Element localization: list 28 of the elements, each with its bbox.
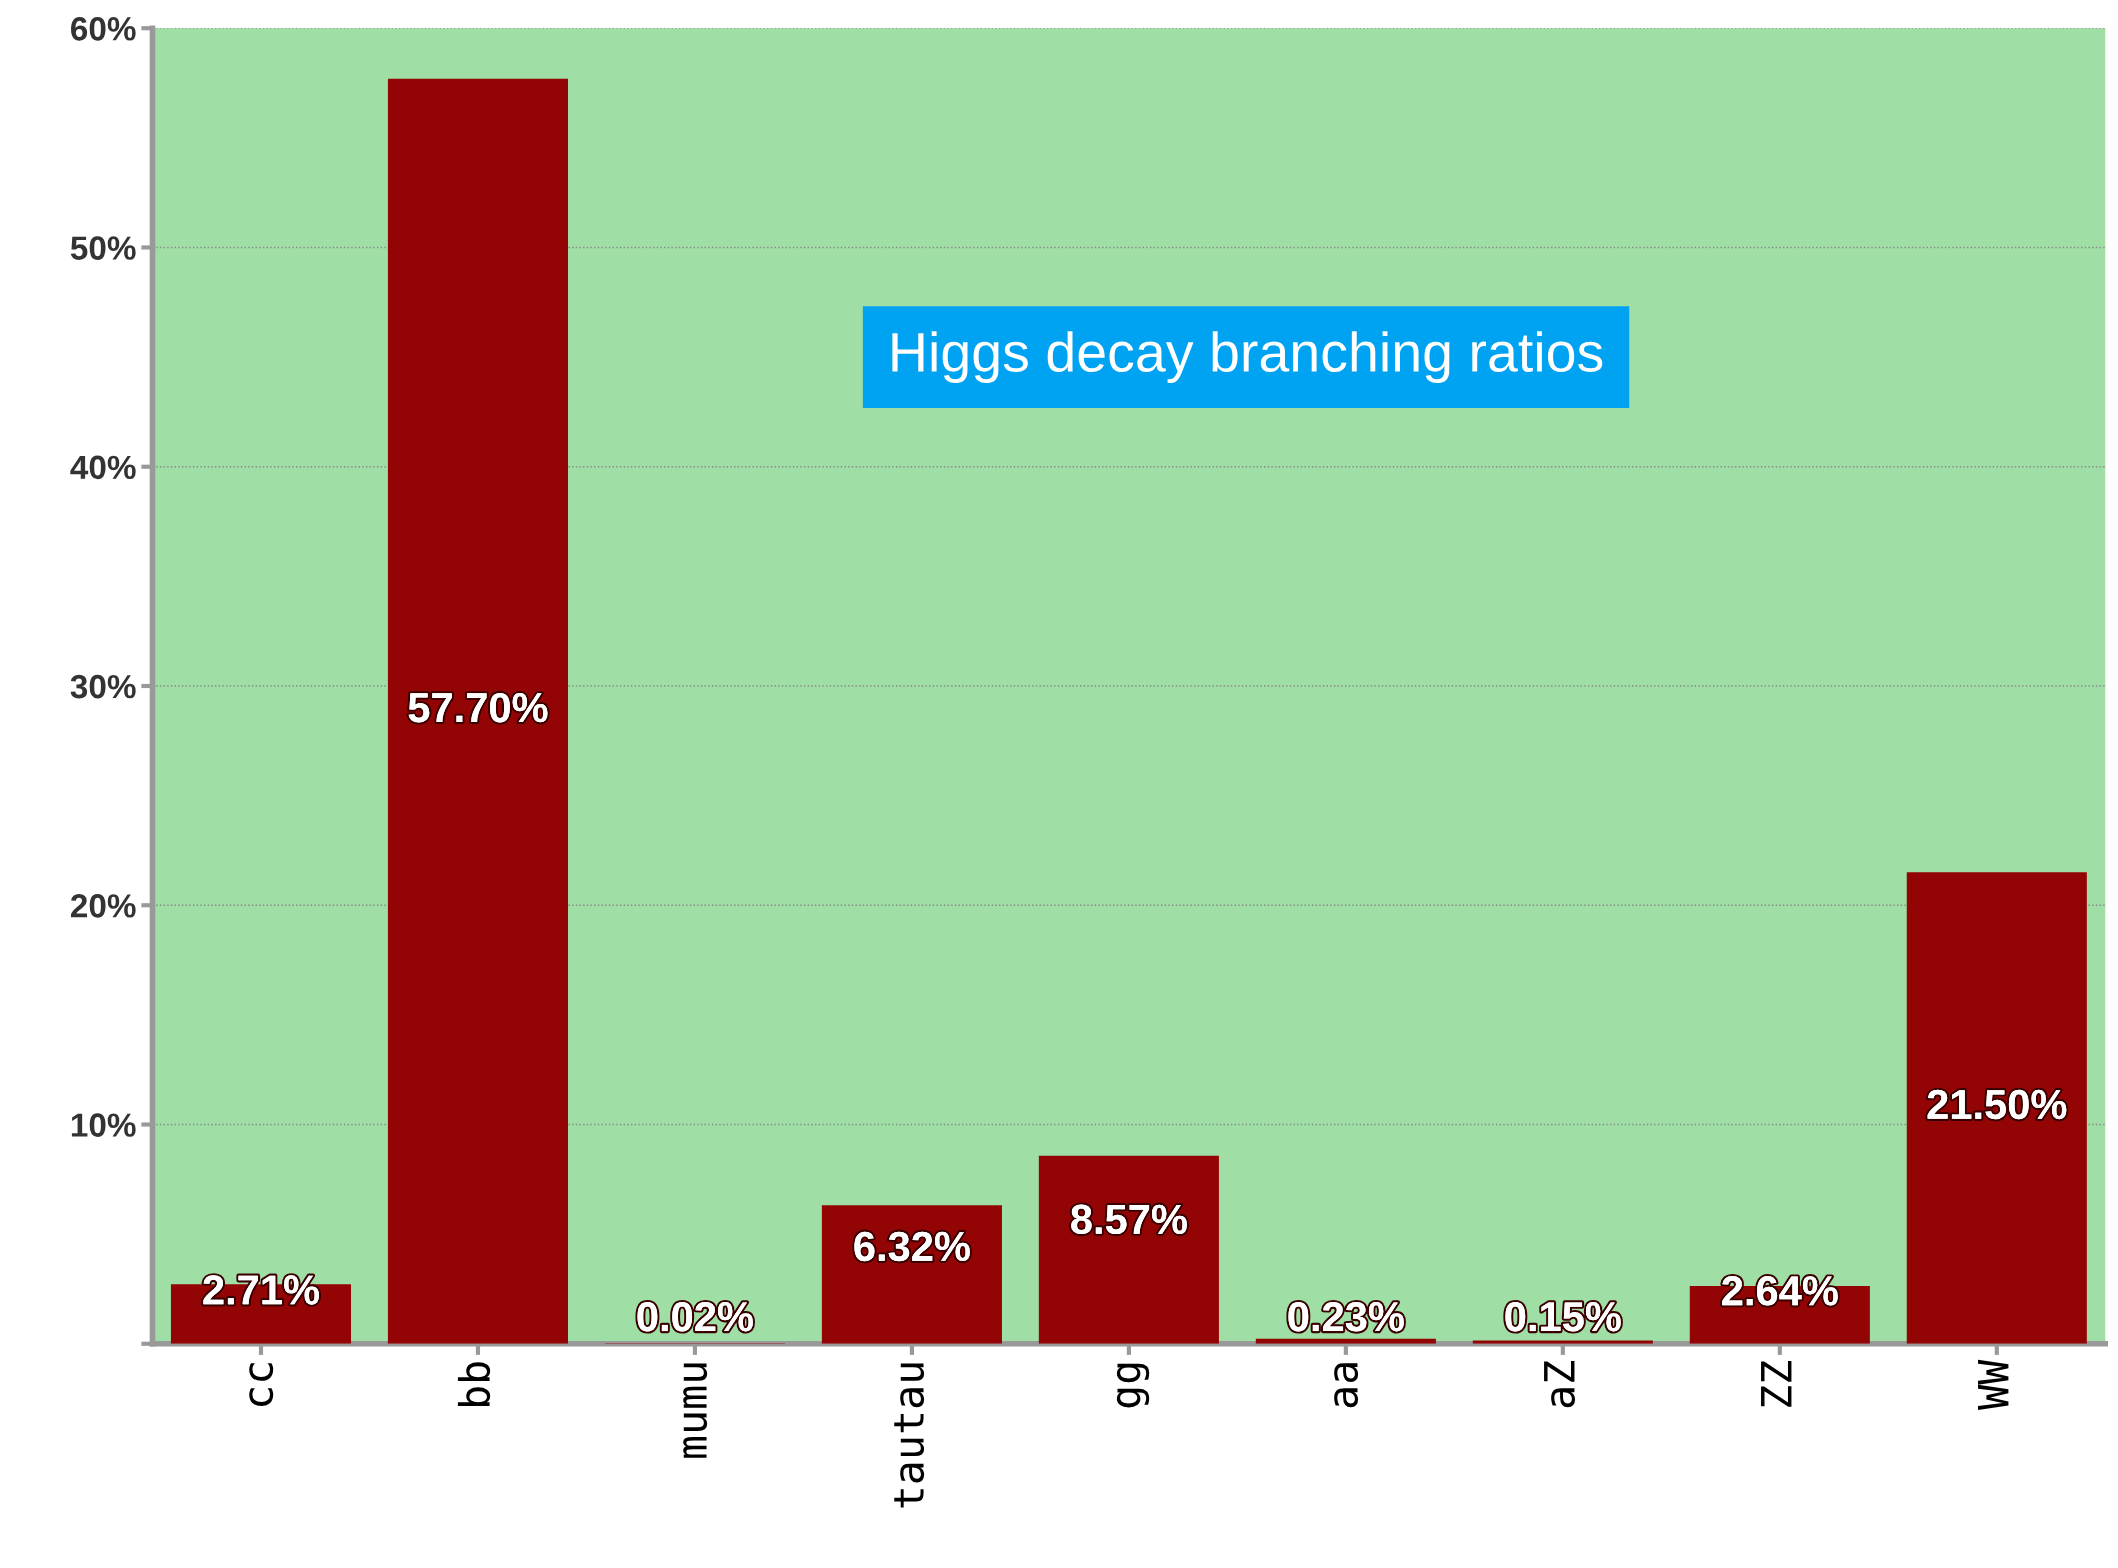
bar	[387, 78, 569, 1344]
y-tick-label: 60%	[71, 17, 136, 41]
x-tick-label: aZ	[1544, 1361, 1576, 1408]
annotation: Higgs decay branching ratios	[892, 331, 1603, 384]
y-tick-label: 20%	[70, 894, 136, 918]
x-tick-label: ZZ	[1761, 1361, 1792, 1407]
data-label: 0.02%	[637, 1301, 753, 1332]
data-label: 2.71%	[203, 1275, 319, 1305]
x-tick-label: gg	[1116, 1363, 1150, 1408]
bar	[1472, 1340, 1653, 1344]
x-tick-label: bb	[457, 1362, 491, 1406]
x-tick-label: WW	[1978, 1359, 2009, 1410]
x-tick-label: aa	[1334, 1363, 1359, 1408]
y-tick-label: 30%	[70, 674, 136, 699]
x-tick-label: cc	[249, 1363, 274, 1406]
data-label: 57.70%	[408, 692, 548, 723]
y-tick-label: 10%	[71, 1113, 136, 1137]
bar	[1906, 872, 2087, 1344]
data-label: 8.57%	[1071, 1204, 1187, 1235]
data-label: 0.23%	[1288, 1301, 1404, 1332]
data-label: 21.50%	[1927, 1089, 2067, 1120]
x-tick-label: mumu	[683, 1363, 708, 1458]
bar	[1038, 1155, 1219, 1344]
y-tick-label: 40%	[70, 455, 136, 480]
x-tick-label: tautau	[894, 1363, 925, 1508]
data-label: 6.32%	[854, 1231, 970, 1262]
y-tick-label: 50%	[70, 236, 136, 260]
data-label: 0.15%	[1505, 1301, 1621, 1332]
